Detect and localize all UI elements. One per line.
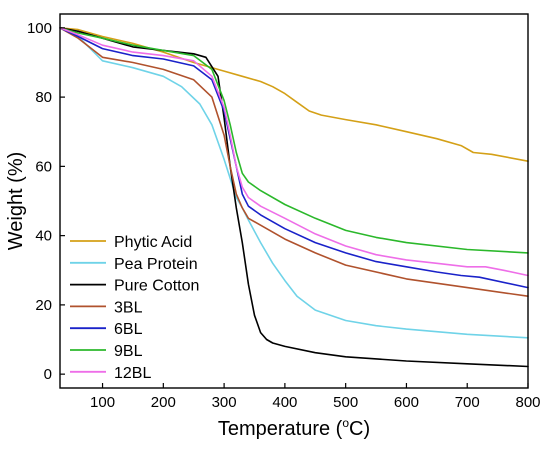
legend-label-3bl: 3BL	[114, 299, 143, 316]
y-tick-label: 100	[27, 20, 52, 37]
y-tick-label: 80	[35, 89, 52, 106]
x-tick-label: 800	[515, 394, 540, 411]
legend-label-9bl: 9BL	[114, 343, 143, 360]
y-tick-label: 60	[35, 158, 52, 175]
x-tick-label: 600	[394, 394, 419, 411]
legend-label-12bl: 12BL	[114, 365, 151, 382]
y-axis-title: Weight (%)	[5, 152, 27, 251]
series-line-9bl	[59, 27, 529, 254]
x-tick-label: 300	[212, 394, 237, 411]
x-axis-title-unit-sup: o	[342, 416, 349, 430]
legend-label-pea-protein: Pea Protein	[114, 256, 198, 273]
series-line-12bl	[59, 27, 529, 277]
y-tick-label: 20	[35, 297, 52, 314]
x-tick-label: 500	[333, 394, 358, 411]
y-tick-label: 40	[35, 228, 52, 245]
x-tick-label: 100	[90, 394, 115, 411]
x-tick-label: 400	[272, 394, 297, 411]
axis-ticks: 100 200 300 400 500 600 700 800 0 20 40 60 80 100	[27, 20, 541, 411]
legend-label-6bl: 6BL	[114, 321, 143, 338]
series-line-6bl	[59, 27, 529, 289]
x-tick-label: 200	[151, 394, 176, 411]
x-axis-title: Temperature (oC)	[218, 416, 370, 440]
legend-label-phytic-acid: Phytic Acid	[114, 234, 192, 251]
legend: Phytic Acid Pea Protein Pure Cotton 3BL 6BL 9…	[70, 234, 199, 382]
series-line-phytic-acid	[59, 27, 529, 162]
y-tick-label: 0	[44, 366, 52, 383]
x-axis-title-unit-suffix: C)	[349, 418, 370, 440]
series-layer	[59, 27, 529, 368]
x-axis-title-text: Temperature (	[218, 418, 343, 440]
legend-label-pure-cotton: Pure Cotton	[114, 278, 199, 295]
series-line-3bl	[59, 27, 529, 298]
plot-frame	[59, 13, 529, 389]
x-tick-label: 700	[455, 394, 480, 411]
